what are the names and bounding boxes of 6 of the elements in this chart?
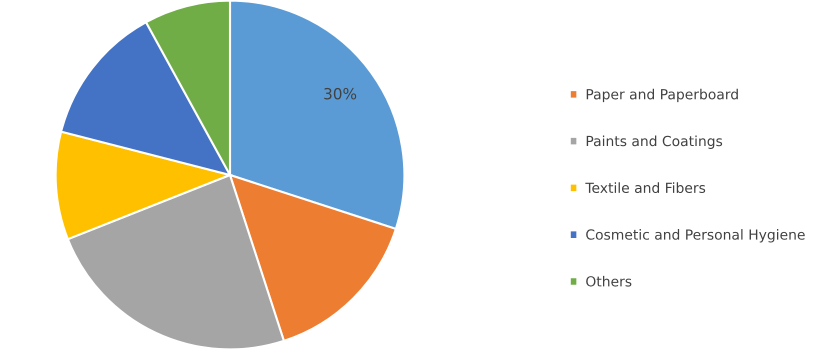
legend-label: Paper and Paperboard	[586, 88, 738, 102]
legend-label: Cosmetic and Personal Hygiene	[586, 229, 805, 242]
legend-label: Others	[586, 276, 632, 287]
legend-label: Textile and Fibers	[585, 182, 706, 194]
data-label: 30%	[324, 88, 356, 100]
legend-label: Paints and Coatings	[586, 136, 722, 149]
